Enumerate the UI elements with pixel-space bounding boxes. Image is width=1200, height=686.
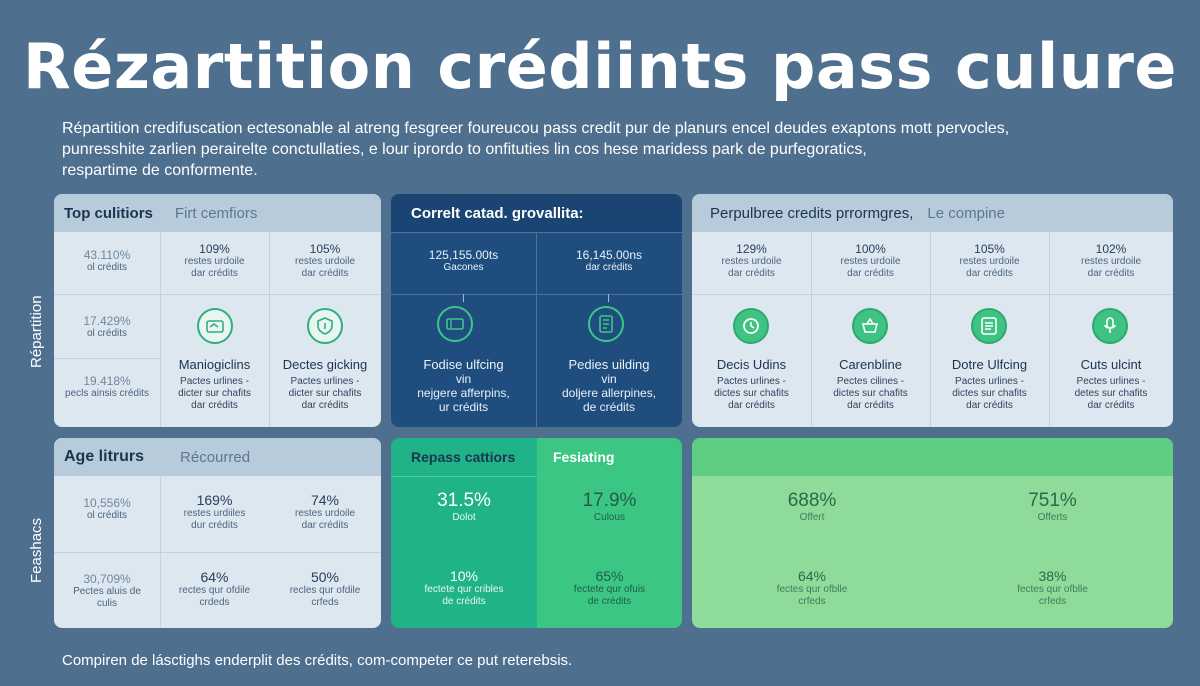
category-item: Fodise ulfcing vin nejgere afferpins, ur… (417, 357, 510, 414)
offer-stat: 38% fectes qur ofblle crfeds (1017, 568, 1088, 607)
top-middle-panel: Correlt catad. grovallita: 125,155.00ts … (391, 194, 682, 427)
shield-icon (307, 308, 343, 344)
category-item: Maniogiclins Pactes urlines - dicter sur… (178, 357, 251, 411)
category-item: Pedies uilding vin doljere allerpines, d… (561, 357, 657, 414)
panel-header-title: Top culitiors (64, 204, 153, 222)
offer-stat: 688% Offert (787, 490, 837, 523)
intro-line: Répartition credifuscation ectesonable a… (62, 120, 1010, 137)
offer-stat: 64% fectes qur ofblle crfeds (776, 568, 848, 607)
left-stat: 30,709% Pectes aluis de culis (73, 572, 141, 609)
age-stat: 50% recles qur ofdile crfeds (289, 569, 361, 608)
book-icon (588, 306, 624, 342)
panel-header: Perpulbree credits prrormgres, Le compin… (692, 194, 1173, 232)
top-left-panel: Top culitiors Firt cemfiors 43.110% ol c… (54, 194, 381, 427)
mic-icon (1092, 308, 1128, 344)
panel-header: Top culitiors Firt cemfiors (54, 194, 381, 232)
top-right-panel: Perpulbree credits prrormgres, Le compin… (692, 194, 1173, 427)
page-title: Rézartition crédiints pass culure (23, 30, 1177, 103)
category-stat: 105% restes urdoile dar crédits (294, 242, 356, 279)
intro-line: punresshite zarlien perairelte conctulla… (62, 141, 867, 158)
category-stat: 109% restes urdoile dar crédits (184, 242, 245, 279)
panel-header: Age litrurs Récourred (54, 438, 381, 476)
left-stat: 10,556% ol crédits (83, 496, 131, 521)
category-item: Dotre Ulfcing Pactes urlines - dictes su… (951, 357, 1028, 411)
intro-paragraph: Répartition credifuscation ectesonable a… (62, 118, 1152, 181)
value-stat: 16,145.00ns dar crédits (575, 248, 643, 273)
left-stat: 17.429% ol crédits (83, 314, 131, 339)
clock-icon (733, 308, 769, 344)
footer-note: Compiren de lásctighs enderplit des créd… (62, 652, 573, 669)
side-label-bottom: Feashacs (28, 517, 45, 583)
panel-header-title: Correlt catad. grovallita: (411, 204, 584, 222)
category-item: Cuts ulcint Pectes urlines - detes sur c… (1074, 357, 1148, 411)
repass-stat: 17.9% Culous (582, 490, 637, 523)
panel-header-title: Perpulbree credits prrormgres, (710, 204, 914, 222)
bottom-left-panel: Age litrurs Récourred 10,556% ol crédits… (54, 438, 381, 628)
category-item: Carenbline Pectes cilines - dictes sur c… (833, 357, 908, 411)
repass-stat: 65% fectete qur ofuis de crédits (573, 568, 646, 607)
category-stat: 100% restes urdoile dar crédits (840, 242, 901, 279)
category-stat: 102% restes urdoile dar crédits (1080, 242, 1142, 279)
category-item: Decis Udins Pactes urlines - dictes sur … (714, 357, 789, 411)
panel-header-subtitle: Fesiating (553, 449, 615, 465)
repass-stat: 31.5% Dolot (437, 490, 491, 523)
panel-header: Correlt catad. grovallita: (391, 194, 682, 232)
bottom-middle-panel: Repass cattiors Fesiating 31.5% Dolot 17… (391, 438, 682, 628)
side-label-top: Répartition (28, 295, 45, 368)
age-stat: 64% rectes qur ofdile crdeds (178, 569, 251, 608)
basket-icon (852, 308, 888, 344)
list-icon (971, 308, 1007, 344)
ticket-icon (437, 306, 473, 342)
category-stat: 129% restes urdoile dar crédits (721, 242, 782, 279)
age-stat: 169% restes urdiiles dur crédits (183, 492, 246, 531)
offer-stat: 751% Offerts (1028, 490, 1077, 523)
category-stat: 105% restes urdoile dar crédits (959, 242, 1020, 279)
bottom-right-panel: 688% Offert 751% Offerts 64% fectes qur … (692, 438, 1173, 628)
age-stat: 74% restes urdoile dar crédits (294, 492, 356, 531)
category-item: Dectes gicking Pactes urlines - dicter s… (282, 357, 368, 411)
panel-header-title: Repass cattiors (411, 449, 516, 465)
panel-header-subtitle: Récourred (180, 448, 251, 466)
left-stat: 43.110% ol crédits (83, 248, 131, 273)
panel-header: Repass cattiors Fesiating (391, 438, 682, 476)
repass-stat: 10% fectete qur cribles de crédits (424, 568, 504, 607)
wallet-icon (197, 308, 233, 344)
panel-header-subtitle: Le compine (927, 204, 1005, 222)
intro-line: respartime de conformente. (62, 162, 258, 179)
left-stat: 19.418% pecls ainsis crédits (65, 374, 149, 399)
panel-header-title: Age litrurs (64, 448, 145, 465)
value-stat: 125,155.00ts Gacones (428, 248, 499, 273)
panel-header-subtitle: Firt cemfiors (174, 204, 258, 222)
